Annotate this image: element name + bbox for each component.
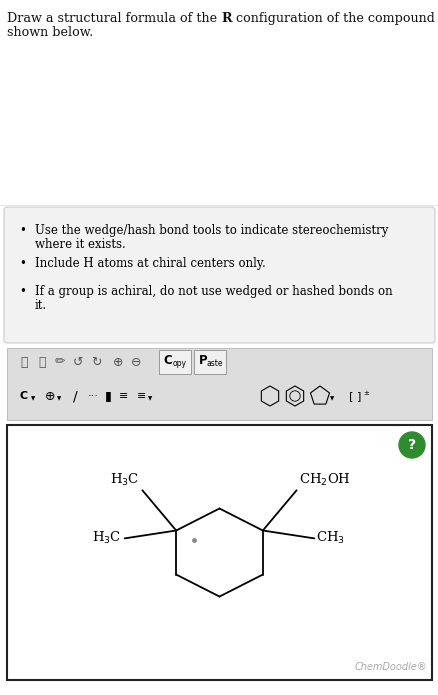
- Text: ✏: ✏: [55, 356, 65, 368]
- Text: ≡: ≡: [137, 391, 146, 401]
- Text: it.: it.: [35, 299, 47, 312]
- Text: ⊕: ⊕: [45, 389, 55, 402]
- Text: configuration of the compound: configuration of the compound: [231, 12, 434, 25]
- Text: Use the wedge/hash bond tools to indicate stereochemistry: Use the wedge/hash bond tools to indicat…: [35, 224, 388, 237]
- Text: ▼: ▼: [57, 397, 61, 402]
- Text: Draw a structural formula of the: Draw a structural formula of the: [7, 12, 221, 25]
- Text: ±: ±: [362, 390, 368, 396]
- Bar: [7, 425, 431, 680]
- Text: R: R: [221, 12, 231, 25]
- Text: C: C: [163, 354, 172, 366]
- Text: where it exists.: where it exists.: [35, 238, 125, 251]
- Text: CH$_2$OH: CH$_2$OH: [298, 472, 350, 489]
- Text: opy: opy: [173, 359, 187, 368]
- Text: •: •: [20, 224, 26, 237]
- Text: ↺: ↺: [73, 356, 83, 368]
- Text: aste: aste: [206, 359, 223, 368]
- Text: ▼: ▼: [329, 397, 333, 402]
- Text: ▮: ▮: [104, 389, 111, 402]
- Text: H$_3$C: H$_3$C: [92, 530, 121, 546]
- Text: C: C: [20, 391, 28, 401]
- Text: ≡: ≡: [119, 391, 128, 401]
- Text: ✋: ✋: [20, 356, 28, 368]
- Circle shape: [398, 432, 424, 458]
- Text: •: •: [20, 257, 26, 270]
- FancyBboxPatch shape: [194, 350, 226, 374]
- Text: [ ]: [ ]: [348, 391, 360, 401]
- Text: ⊕: ⊕: [113, 356, 123, 368]
- Text: ?: ?: [407, 438, 415, 452]
- Text: •: •: [20, 285, 26, 298]
- Text: ↻: ↻: [91, 356, 101, 368]
- Text: shown below.: shown below.: [7, 26, 93, 39]
- Text: H$_3$C: H$_3$C: [110, 472, 139, 489]
- Text: ▼: ▼: [148, 397, 152, 402]
- Text: CH$_3$: CH$_3$: [316, 530, 344, 546]
- Text: ⊖: ⊖: [131, 356, 141, 368]
- Text: ChemDoodle®: ChemDoodle®: [353, 662, 426, 672]
- Text: ▼: ▼: [31, 397, 35, 402]
- Text: 📋: 📋: [38, 356, 46, 368]
- Text: If a group is achiral, do not use wedged or hashed bonds on: If a group is achiral, do not use wedged…: [35, 285, 392, 298]
- FancyBboxPatch shape: [159, 350, 191, 374]
- FancyBboxPatch shape: [4, 207, 434, 343]
- Text: ···: ···: [87, 391, 98, 401]
- Text: Include H atoms at chiral centers only.: Include H atoms at chiral centers only.: [35, 257, 265, 270]
- Text: /: /: [73, 389, 77, 403]
- Bar: [7, 348, 431, 420]
- Text: P: P: [198, 354, 207, 366]
